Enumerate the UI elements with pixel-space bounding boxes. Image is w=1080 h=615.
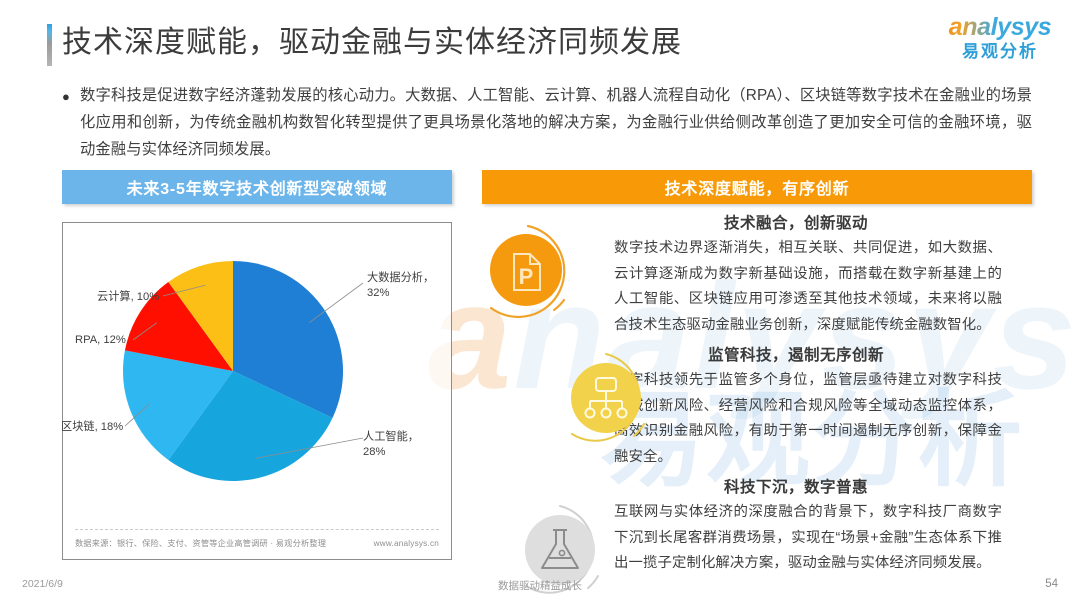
chart-footer: 数据来源：银行、保险、支付、资管等企业高管调研 · 易观分析整理 www.ana…: [75, 529, 439, 551]
pie-label-rpa-text: RPA, 12%: [75, 334, 126, 346]
pie-label-ai-value: 28%: [363, 446, 386, 458]
pie-label-bigdata-text: 大数据分析，: [367, 272, 435, 284]
svg-text:P: P: [519, 264, 534, 289]
chart-website: www.analysys.cn: [373, 538, 439, 548]
section-body: 数字技术边界逐渐消失，相互关联、共同促进，如大数据、云计算逐渐成为数字新基础设施…: [614, 240, 1002, 333]
pie-label-cloud-text: 云计算, 10%: [97, 291, 160, 303]
section-body: 数字科技领先于监管多个身位，监管层亟待建立对数字科技领域创新风险、经营风险和合规…: [614, 372, 1002, 465]
pie-slice-3: [124, 282, 233, 371]
right-section-bar: 技术深度赋能，有序创新: [482, 170, 1032, 204]
pie-label-cloud: 云计算, 10%: [97, 290, 159, 305]
org-chart-icon: [546, 338, 666, 458]
logo-latin-rest: nalysys: [962, 13, 1052, 41]
title-accent-bar: [47, 24, 52, 66]
pie-label-ai: 人工智能， 28%: [363, 430, 419, 460]
leader-line-0: [308, 282, 364, 324]
section-heading: 监管科技，遏制无序创新: [707, 347, 884, 364]
pie-label-blockchain-text: 区块链, 18%: [61, 421, 124, 433]
pie-label-rpa: RPA, 12%: [75, 333, 126, 348]
pie-chart-card: 云计算, 10% RPA, 12% 区块链, 18% 大数据分析， 32% 人工…: [61, 222, 452, 560]
leader-line-4: [162, 284, 206, 297]
footer-page-number: 54: [1045, 578, 1058, 590]
logo-latin-text: analysys: [942, 14, 1058, 41]
page-title-row: 技术深度赋能，驱动金融与实体经济同频发展: [0, 18, 1080, 72]
leader-line-2: [124, 403, 150, 427]
analysys-logo: analysys 易观分析: [942, 14, 1058, 70]
section-body: 互联网与实体经济的深度融合的背景下，数字科技厂商数字下沉到长尾客群消费场景，实现…: [614, 504, 1002, 571]
page-title: 技术深度赋能，驱动金融与实体经济同频发展: [62, 26, 682, 59]
chart-source: 数据来源：银行、保险、支付、资管等企业高管调研 · 易观分析整理: [75, 539, 327, 548]
bullet-icon: ●: [62, 89, 70, 104]
section-regtech: 监管科技，遏制无序创新 数字科技领先于监管多个身位，监管层亟待建立对数字科技领域…: [468, 344, 1038, 470]
section-heading: 科技下沉，数字普惠: [723, 479, 868, 496]
intro-text: 数字科技是促进数字经济蓬勃发展的核心动力。大数据、人工智能、云计算、机器人流程自…: [80, 87, 1032, 158]
page-footer: 2021/6/9 数据驱动精益成长 54: [0, 578, 1080, 596]
flask-icon: [500, 490, 620, 610]
pie-chart-area: 云计算, 10% RPA, 12% 区块链, 18% 大数据分析， 32% 人工…: [61, 223, 451, 559]
pie-slice-4: [168, 261, 233, 371]
pie-chart-svg: [123, 261, 364, 482]
pie-slices: [123, 261, 344, 482]
pie-label-bigdata: 大数据分析， 32%: [367, 271, 434, 301]
leader-line-3: [132, 322, 158, 341]
pie-slice-2: [123, 350, 233, 460]
section-heading: 技术融合，创新驱动: [723, 215, 868, 232]
pie-slice-1: [168, 371, 333, 482]
left-section-bar: 未来3-5年数字技术创新型突破领域: [62, 170, 452, 204]
intro-paragraph: ● 数字科技是促进数字经济蓬勃发展的核心动力。大数据、人工智能、云计算、机器人流…: [62, 82, 1032, 163]
logo-chinese-text: 易观分析: [962, 42, 1038, 61]
leader-line-1: [255, 437, 364, 459]
pie-label-ai-text: 人工智能，: [363, 431, 419, 443]
document-p-icon: P: [468, 212, 588, 332]
pie-leader-lines: [124, 282, 364, 459]
footer-date: 2021/6/9: [22, 578, 63, 590]
pie-slice-0: [233, 261, 344, 418]
section-tech-fusion: P 技术融合，创新驱动 数字技术边界逐渐消失，相互关联、共同促进，如大数据、云计…: [468, 212, 1038, 338]
pie-label-blockchain: 区块链, 18%: [61, 420, 123, 435]
content-sections: P 技术融合，创新驱动 数字技术边界逐渐消失，相互关联、共同促进，如大数据、云计…: [468, 212, 1038, 594]
section-tech-inclusion: 科技下沉，数字普惠 互联网与实体经济的深度融合的背景下，数字科技厂商数字下沉到长…: [468, 476, 1038, 594]
logo-latin-a: a: [948, 13, 963, 41]
footer-tagline: 数据驱动精益成长: [498, 580, 582, 592]
pie-label-bigdata-value: 32%: [367, 287, 390, 299]
